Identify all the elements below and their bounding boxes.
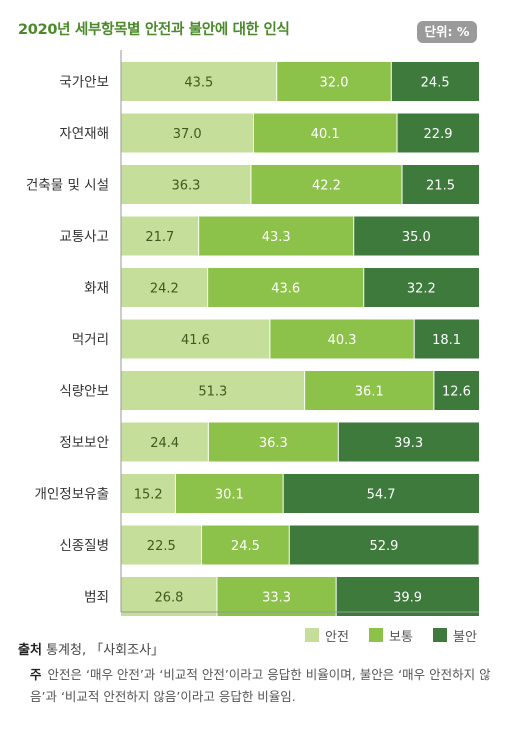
- bar-segment-normal: [201, 525, 290, 565]
- bar-segment-unsafe: [363, 268, 479, 307]
- bar-segment-safe: [121, 268, 208, 307]
- bar-segment-safe: [121, 113, 254, 153]
- bar-segment-normal: [208, 422, 339, 462]
- data-label-safe: 37.0: [173, 127, 202, 142]
- category-label: 식량안보: [59, 384, 109, 400]
- data-label-unsafe: 54.7: [367, 488, 396, 503]
- category-label: 정보보안: [59, 435, 109, 451]
- bar-segment-safe: [121, 525, 202, 565]
- data-label-unsafe: 32.2: [407, 282, 436, 297]
- data-label-safe: 22.5: [147, 539, 176, 554]
- bar-segment-unsafe: [336, 577, 479, 616]
- data-label-safe: 51.3: [198, 385, 227, 400]
- data-label-safe: 26.8: [154, 591, 183, 606]
- bar-segment-safe: [121, 422, 209, 462]
- category-label: 건축물 및 시설: [26, 178, 109, 194]
- data-label-unsafe: 39.9: [393, 591, 422, 606]
- bar-segment-safe: [121, 62, 277, 101]
- data-label-safe: 15.2: [134, 488, 163, 503]
- legend-swatch-safe: [305, 628, 319, 642]
- category-label: 개인정보유출: [34, 487, 109, 503]
- data-label-unsafe: 12.6: [442, 385, 471, 400]
- category-label: 범죄: [84, 590, 109, 606]
- bar-segment-safe: [121, 371, 305, 410]
- data-label-safe: 21.7: [145, 230, 174, 245]
- category-label: 교통사고: [59, 229, 109, 245]
- data-label-normal: 42.2: [312, 179, 341, 194]
- category-label: 신종질병: [59, 538, 109, 554]
- data-label-safe: 43.5: [184, 76, 213, 91]
- bar-segment-unsafe: [283, 474, 479, 513]
- category-label: 국가안보: [59, 75, 109, 91]
- bar-segment-normal: [207, 268, 364, 307]
- bar-segment-unsafe: [397, 113, 479, 153]
- category-label: 자연재해: [59, 126, 109, 142]
- data-label-normal: 36.1: [355, 385, 384, 400]
- bar-segment-normal: [198, 216, 354, 256]
- note-text: 안전은 ‘매우 안전’과 ‘비교적 안전’이라고 응답한 비율이며, 불안은 ‘…: [30, 667, 491, 704]
- legend-swatch-normal: [369, 628, 383, 642]
- bar-segment-unsafe: [289, 525, 479, 565]
- data-label-safe: 24.4: [150, 436, 179, 451]
- bar-segment-normal: [175, 474, 284, 513]
- data-label-unsafe: 22.9: [424, 127, 453, 142]
- bar-segment-unsafe: [414, 319, 479, 359]
- bar-segment-unsafe: [353, 216, 479, 256]
- note-block: 주 안전은 ‘매우 안전’과 ‘비교적 안전’이라고 응답한 비율이며, 불안은 …: [30, 664, 500, 708]
- data-label-safe: 36.3: [172, 179, 201, 194]
- data-label-unsafe: 24.5: [421, 76, 450, 91]
- data-label-normal: 40.1: [311, 127, 340, 142]
- bar-segment-normal: [276, 62, 392, 101]
- legend-item-unsafe: 불안: [433, 627, 477, 645]
- data-label-normal: 43.6: [271, 282, 300, 297]
- data-label-unsafe: 18.1: [432, 333, 461, 348]
- bar-segment-safe: [121, 474, 176, 513]
- legend-item-safe: 안전: [305, 627, 349, 645]
- stacked-bar-chart: 국가안보 43.5 32.0 24.5 자연재해 37.0 40.1 22.9 건축물 및 시설…: [26, 50, 479, 616]
- source-label: 출처: [18, 643, 42, 658]
- bar-segment-normal: [253, 113, 398, 153]
- legend-item-normal: 보통: [369, 627, 413, 645]
- data-label-normal: 24.5: [231, 539, 260, 554]
- bar-segment-safe: [121, 216, 199, 256]
- category-label: 화재: [84, 281, 109, 297]
- chart-title: 2020년 세부항목별 안전과 불안에 대한 인식: [18, 22, 290, 38]
- legend-swatch-unsafe: [433, 628, 447, 642]
- bar-segment-normal: [304, 371, 434, 410]
- note-label: 주: [30, 667, 42, 682]
- bar-segment-safe: [121, 319, 270, 359]
- legend-label-normal: 보통: [389, 629, 413, 645]
- data-label-normal: 30.1: [215, 488, 244, 503]
- legend-label-safe: 안전: [325, 629, 349, 645]
- data-label-safe: 24.2: [150, 282, 179, 297]
- bar-segment-normal: [250, 165, 403, 204]
- bar-segment-normal: [216, 577, 337, 616]
- bar-segment-normal: [269, 319, 415, 359]
- bar-segment-unsafe: [338, 422, 479, 462]
- data-label-normal: 43.3: [262, 230, 291, 245]
- bar-segment-safe: [121, 577, 217, 616]
- bar-segment-unsafe: [391, 62, 479, 101]
- legend-label-unsafe: 불안: [453, 629, 477, 645]
- data-label-safe: 41.6: [181, 333, 210, 348]
- bar-segment-unsafe: [402, 165, 479, 204]
- data-label-normal: 32.0: [320, 76, 349, 91]
- data-label-normal: 33.3: [262, 591, 291, 606]
- data-label-unsafe: 39.3: [394, 436, 423, 451]
- source-line: 출처 통계청, 「사회조사」: [18, 639, 164, 658]
- unit-badge: 단위: %: [417, 21, 477, 43]
- data-label-normal: 36.3: [259, 436, 288, 451]
- bar-segment-unsafe: [433, 371, 479, 410]
- data-label-normal: 40.3: [328, 333, 357, 348]
- bar-segment-safe: [121, 165, 251, 204]
- data-label-unsafe: 35.0: [402, 230, 431, 245]
- data-label-unsafe: 52.9: [369, 539, 398, 554]
- category-label: 먹거리: [72, 332, 109, 348]
- source-text: 통계청, 「사회조사」: [46, 643, 165, 658]
- data-label-unsafe: 21.5: [426, 179, 455, 194]
